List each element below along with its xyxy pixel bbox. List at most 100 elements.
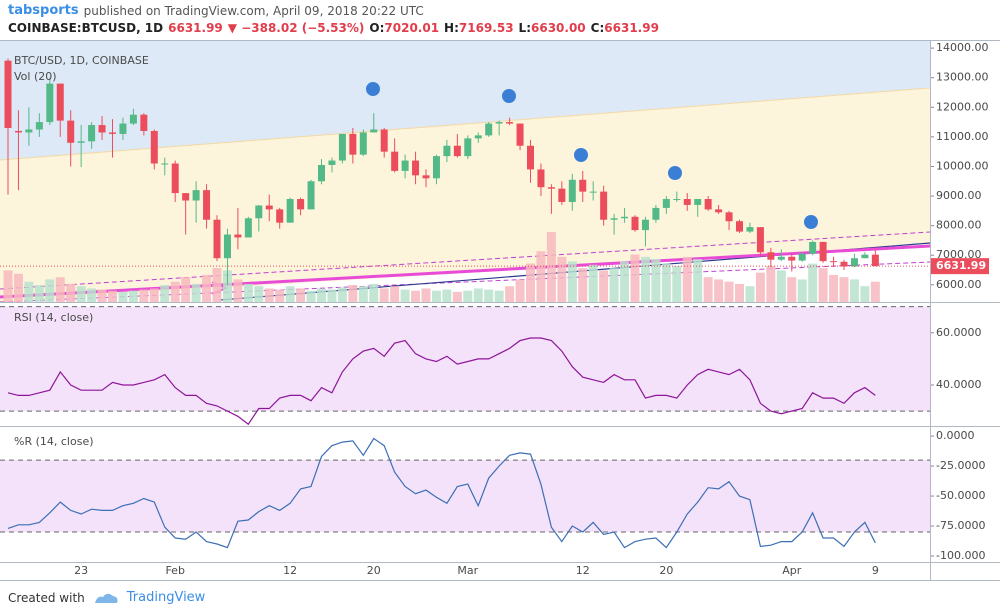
volume-bar: [661, 263, 671, 302]
volume-bar: [860, 286, 870, 302]
candle-body: [338, 133, 346, 161]
volume-bar: [452, 291, 462, 302]
volume-bar: [755, 272, 765, 302]
volume-bar: [735, 283, 744, 302]
volume-bar: [431, 290, 441, 302]
volume-bar: [139, 289, 149, 302]
level-band: [0, 306, 930, 412]
volume-bar: [672, 265, 682, 302]
volume-bar: [212, 268, 222, 302]
candle-body: [464, 138, 472, 157]
volume-bar: [693, 259, 703, 302]
candle-body: [359, 132, 367, 155]
volume-bar: [337, 287, 347, 302]
x-tick-label: Mar: [457, 564, 478, 577]
volume-bar: [160, 285, 170, 302]
candle-body: [140, 114, 148, 131]
candle-body: [568, 179, 576, 202]
candle-body: [234, 234, 242, 238]
x-tick-label: 12: [283, 564, 297, 577]
candle-body: [192, 190, 200, 201]
candle-body: [756, 227, 764, 253]
volume-bar: [243, 283, 253, 302]
candle-body: [704, 199, 712, 210]
volume-bar: [526, 263, 535, 302]
candle-body: [88, 125, 96, 142]
volume-bar: [494, 290, 504, 302]
candle-body: [401, 160, 409, 171]
ohlc-value: 6630.00: [531, 21, 586, 35]
ohlc-item: L: 6630.00: [519, 21, 586, 35]
candle-body: [746, 227, 754, 232]
candle-body: [631, 216, 639, 231]
publish-line: tabsports published on TradingView.com, …: [8, 3, 424, 18]
y-tick-label: 7000.00: [936, 248, 982, 261]
candle-body: [98, 125, 106, 133]
pane-title: Vol (20): [14, 70, 57, 83]
y-tick-label: -50.0000: [936, 489, 985, 502]
candle-body: [662, 199, 670, 208]
volume-bar: [55, 277, 65, 302]
candle-body: [694, 199, 702, 205]
volume-bar: [839, 277, 849, 302]
candle-body: [276, 209, 284, 223]
indicator-line: [7, 337, 876, 426]
candle-body: [119, 123, 127, 134]
volume-bar: [682, 256, 692, 302]
volume-bar: [567, 261, 577, 302]
event-icon: [366, 82, 380, 96]
volume-bar: [515, 279, 525, 302]
candle-body: [788, 256, 796, 261]
volume-bar: [369, 283, 379, 302]
candle-body: [412, 160, 420, 176]
volume-bar: [620, 261, 630, 302]
volume-bar: [588, 264, 598, 302]
volume-bar: [24, 281, 34, 302]
candle-body: [819, 241, 827, 262]
volume-bar: [87, 288, 97, 302]
event-icon: [574, 148, 588, 162]
candle-body: [736, 221, 743, 232]
volume-bar: [45, 279, 55, 302]
volume-bar: [651, 259, 661, 302]
candle-body: [453, 145, 461, 157]
volume-bar: [557, 256, 567, 302]
ohlc-value: 6631.99: [604, 21, 659, 35]
candle-body: [547, 187, 555, 189]
volume-bar: [149, 288, 159, 302]
ohlc-item: H: 7169.53: [444, 21, 514, 35]
ohlc-item: O: 7020.01: [369, 21, 439, 35]
candle-body: [297, 199, 305, 210]
candle-body: [683, 199, 691, 205]
volume-bar: [390, 286, 400, 302]
last-price-badge: [931, 258, 989, 275]
candle-body: [537, 169, 545, 188]
candle-body: [14, 130, 22, 133]
y-tick-label: 10000.00: [936, 159, 989, 172]
pane-title: BTC/USD, 1D, COINBASE: [14, 54, 149, 67]
candle-body: [77, 141, 85, 143]
logo: [94, 593, 118, 603]
volume-bar: [609, 268, 619, 302]
candle-body: [527, 145, 534, 170]
event-icon: [502, 89, 516, 103]
candle-body: [777, 256, 785, 260]
volume-bar: [766, 265, 776, 302]
ohlc-item: C: 6631.99: [591, 21, 659, 35]
volume-bar: [358, 286, 368, 302]
volume-bar: [181, 277, 191, 302]
username[interactable]: tabsports: [8, 3, 79, 18]
candle-body: [725, 212, 733, 222]
candle-body: [673, 199, 681, 201]
volume-bar: [808, 263, 818, 302]
ohlc-label: C:: [590, 21, 605, 35]
volume-bar: [849, 279, 859, 302]
volume-bar: [473, 288, 483, 302]
candle-body: [203, 190, 211, 220]
y-tick-label: -100.000: [936, 549, 985, 562]
volume-bar: [484, 289, 494, 302]
brand[interactable]: TradingView: [126, 590, 206, 605]
candle-body: [318, 164, 325, 182]
candle-body: [67, 120, 75, 143]
